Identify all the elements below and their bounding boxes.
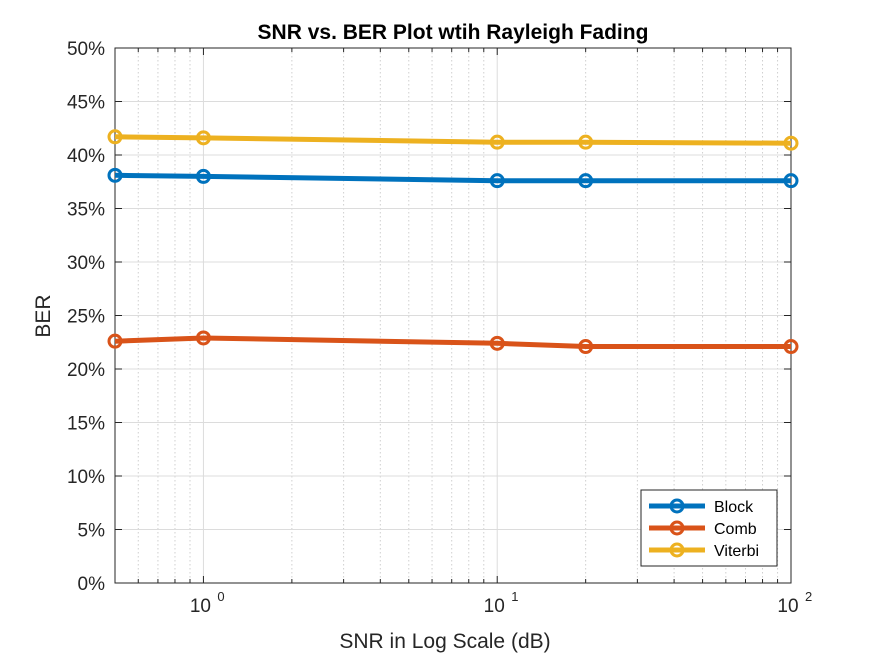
legend-item: Comb	[649, 520, 757, 538]
legend: Block Comb Viterbi	[640, 489, 778, 567]
y-tick-label: 35%	[67, 200, 105, 221]
legend-swatch-marker	[669, 498, 685, 514]
series-line-viterbi	[114, 134, 792, 146]
x-tick-label: 10	[777, 596, 798, 617]
data-point-viterbi	[578, 134, 594, 150]
y-tick-label: 0%	[78, 574, 106, 595]
y-tick-label: 15%	[67, 414, 105, 435]
data-point-block	[578, 173, 594, 189]
y-tick-label: 45%	[67, 93, 105, 114]
data-point-comb	[578, 339, 594, 355]
y-axis-label: BER	[32, 294, 55, 337]
y-tick-label: 40%	[67, 146, 105, 167]
x-tick-label-exponent: 2	[805, 589, 812, 604]
axes-box	[114, 47, 792, 584]
legend-label: Comb	[714, 521, 757, 538]
plot-area: 10 0 10 1 10 20%5%10%15%20%25%30%35%40%45%50%…	[67, 39, 812, 617]
x-tick-label: 10	[190, 596, 211, 617]
data-point-block	[195, 168, 211, 184]
y-tick-label: 5%	[78, 521, 106, 542]
x-tick-label-exponent: 1	[511, 589, 518, 604]
data-point-comb	[489, 335, 505, 351]
y-tick-label: 50%	[67, 39, 105, 60]
data-point-viterbi	[783, 135, 799, 151]
x-tick-label: 10	[484, 596, 505, 617]
data-point-comb	[783, 339, 799, 355]
data-point-block	[489, 173, 505, 189]
x-tick-label-exponent: 0	[217, 589, 224, 604]
legend-item: Block	[649, 498, 754, 516]
data-point-viterbi	[195, 130, 211, 146]
series-line-comb	[114, 335, 791, 349]
data-point-block	[783, 173, 799, 189]
data-point-viterbi	[107, 129, 123, 145]
legend-swatch-marker	[669, 542, 685, 558]
data-point-viterbi	[489, 134, 505, 150]
data-point-block	[107, 167, 123, 183]
series-line-block	[114, 172, 791, 184]
legend-label: Viterbi	[714, 543, 759, 560]
data-point-comb	[195, 330, 211, 346]
y-tick-label: 25%	[67, 307, 105, 328]
legend-label: Block	[714, 499, 754, 516]
data-point-comb	[107, 333, 123, 349]
y-tick-label: 20%	[67, 360, 105, 381]
y-tick-label: 30%	[67, 253, 105, 274]
chart-title: SNR vs. BER Plot wtih Rayleigh Fading	[258, 21, 649, 44]
x-axis-label: SNR in Log Scale (dB)	[339, 630, 550, 653]
y-tick-label: 10%	[67, 467, 105, 488]
legend-swatch-marker	[669, 520, 685, 536]
legend-item: Viterbi	[649, 542, 759, 560]
